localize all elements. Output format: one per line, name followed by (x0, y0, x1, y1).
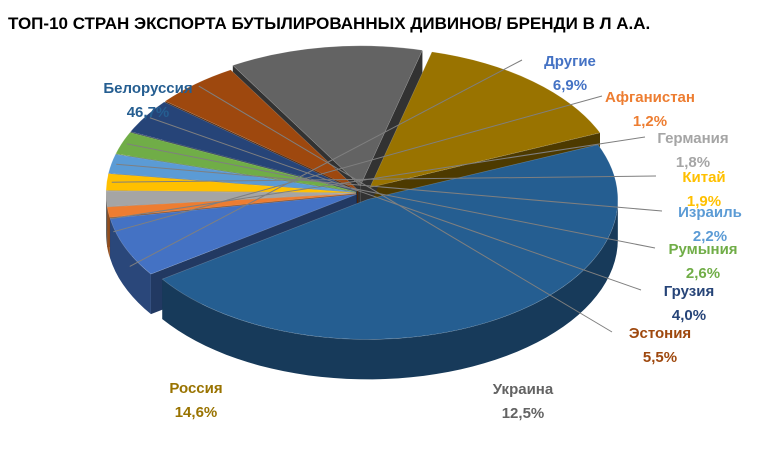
slice-label-value: 4,0% (672, 307, 706, 324)
slice-label-name: Другие (544, 53, 596, 70)
slice-label-name: Китай (682, 169, 725, 186)
slice-side-3 (106, 193, 108, 247)
slice-label-name: Германия (657, 130, 728, 147)
slice-label-name: Эстония (629, 325, 691, 342)
slice-label-value: 46,7% (127, 104, 170, 121)
leader-line (129, 59, 523, 267)
slice-label-value: 2,6% (686, 265, 720, 282)
slice-5 (108, 153, 357, 193)
leader-line (149, 117, 642, 291)
slice-8 (164, 69, 359, 191)
slice-9 (232, 45, 423, 187)
slice-0 (161, 144, 619, 340)
slice-1 (109, 194, 357, 275)
slice-label-value: 12,5% (502, 405, 545, 422)
leader-lines (111, 59, 663, 333)
slice-label-value: 1,9% (687, 193, 721, 210)
data-labels: Белоруссия46,7%Другие6,9%Афганистан1,2%Г… (103, 53, 741, 422)
slice-4 (105, 173, 357, 194)
slice-7 (130, 101, 358, 192)
slice-label-value: 1,2% (633, 113, 667, 130)
leader-line (111, 136, 646, 220)
slice-label-name: Грузия (664, 283, 714, 300)
slice-label-value: 5,5% (643, 349, 677, 366)
slice-2 (106, 193, 357, 218)
slice-label-name: Афганистан (605, 89, 695, 106)
slice-label-value: 2,2% (693, 228, 727, 245)
slice-label-name: Израиль (678, 204, 742, 221)
slice-label-value: 14,6% (175, 404, 218, 421)
leader-line (111, 175, 657, 183)
slice-label-name: Россия (169, 380, 222, 397)
slice-side-0 (162, 199, 618, 380)
leader-line (113, 95, 603, 233)
leader-line (198, 85, 613, 333)
chart-title: ТОП-10 СТРАН ЭКСПОРТА БУТЫЛИРОВАННЫХ ДИВ… (8, 14, 651, 33)
slice-label-name: Белоруссия (103, 80, 192, 97)
slice-label-name: Румыния (668, 241, 737, 258)
slice-label-value: 1,8% (676, 154, 710, 171)
slice-label-value: 6,9% (553, 77, 587, 94)
leader-line (116, 163, 663, 212)
slice-side-2 (107, 206, 110, 258)
slice-label-name: Украина (493, 381, 554, 398)
leader-line (126, 143, 656, 249)
slice-10 (369, 51, 601, 188)
